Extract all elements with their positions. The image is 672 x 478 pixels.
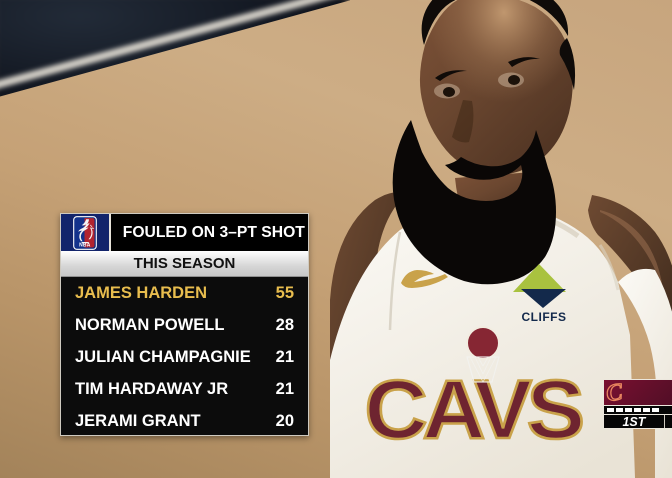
svg-text:CAVS: CAVS [364,363,581,457]
svg-text:CLIFFS: CLIFFS [522,310,567,324]
svg-text:NBA: NBA [79,242,91,248]
svg-text:C: C [606,379,625,407]
